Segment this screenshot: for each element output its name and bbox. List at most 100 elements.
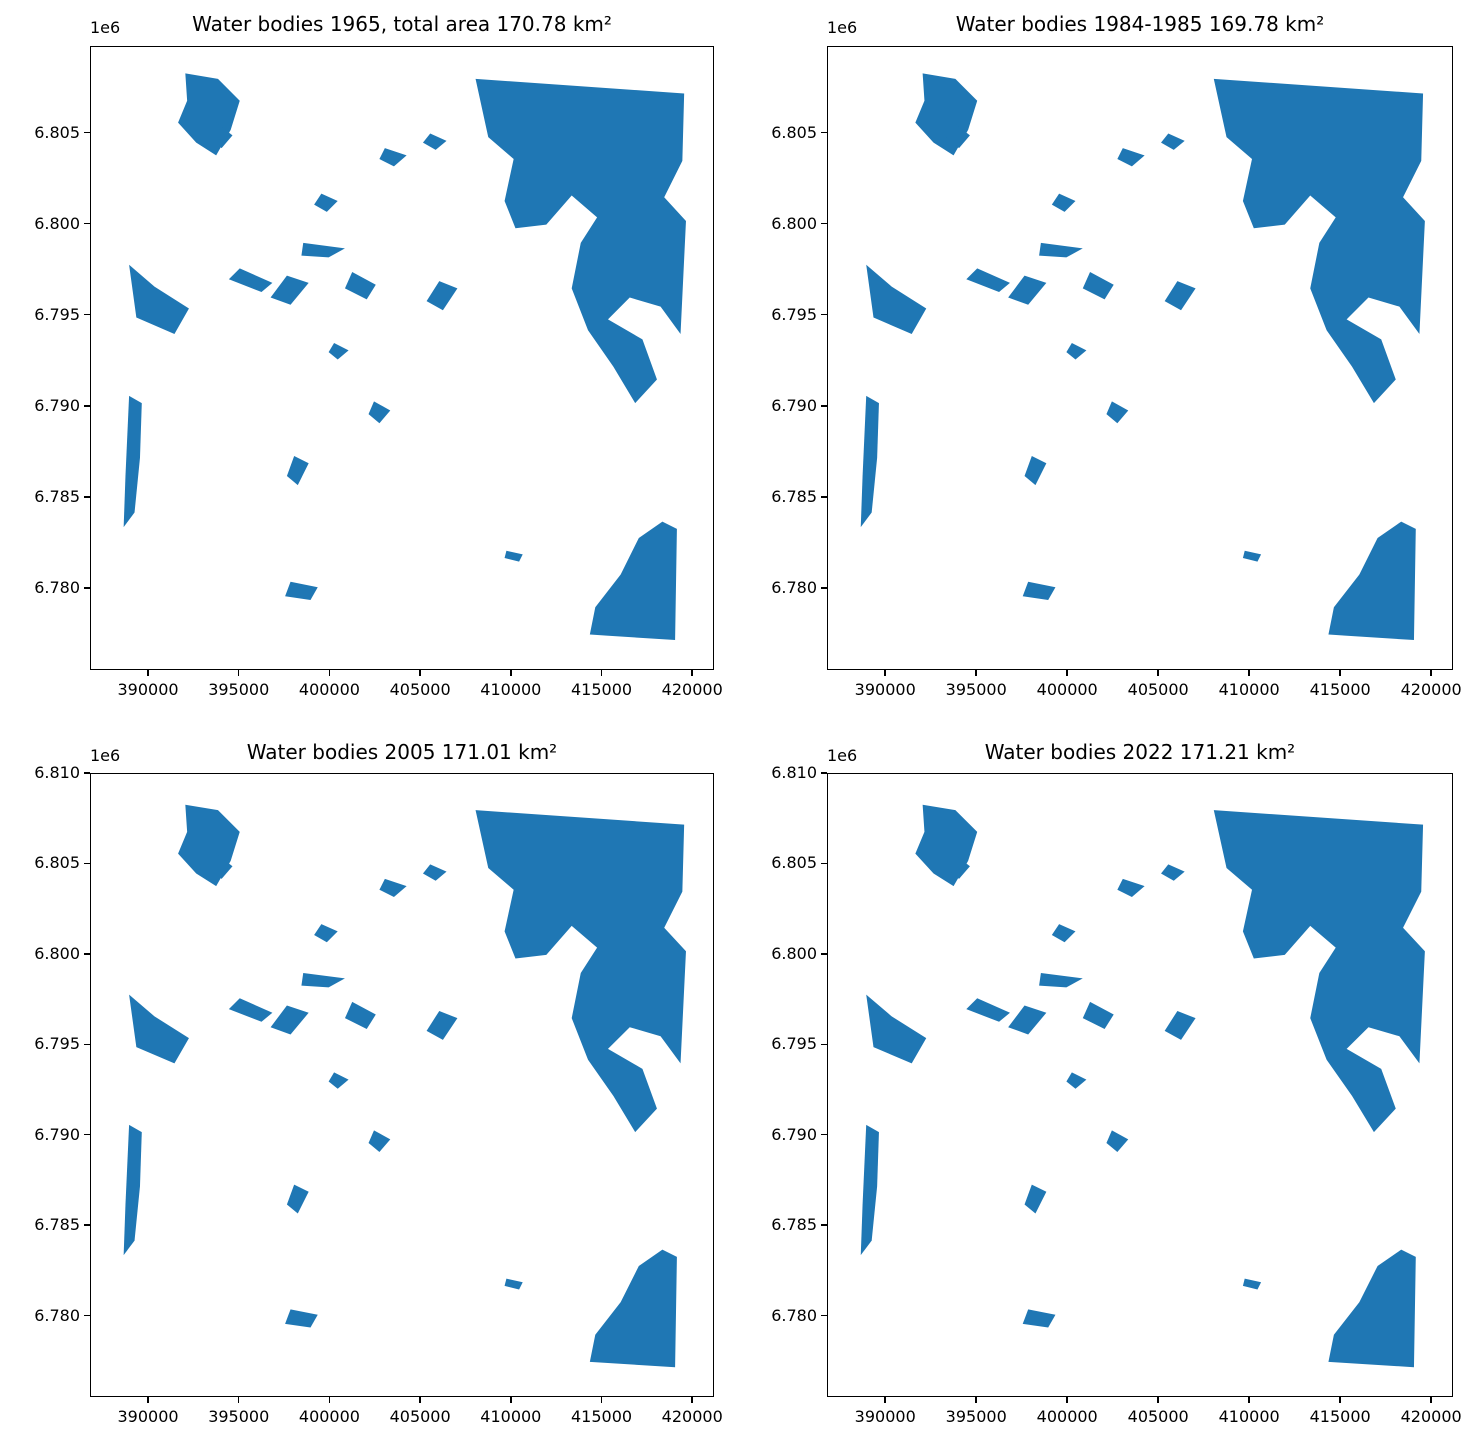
- x-tick-label: 415000: [1309, 680, 1371, 699]
- x-tick-label: 395000: [945, 1407, 1007, 1426]
- x-tick-label: 410000: [1218, 1407, 1280, 1426]
- y-tick-label: 6.810: [771, 763, 817, 782]
- water-body-18: [946, 853, 970, 879]
- y-tick-mark: [821, 1314, 827, 1317]
- plot-area: [827, 773, 1453, 1397]
- water-body-9: [426, 281, 458, 311]
- x-tick-mark: [691, 670, 693, 676]
- water-body-5: [285, 581, 318, 600]
- x-tick-label: 405000: [389, 680, 451, 699]
- x-tick-label: 390000: [117, 1407, 179, 1426]
- panel-title: Water bodies 2005 171.01 km²: [246, 740, 558, 764]
- x-tick-mark: [1157, 670, 1159, 676]
- x-tick-mark: [975, 1397, 977, 1403]
- water-body-6: [344, 1001, 376, 1030]
- y-tick-mark: [84, 772, 90, 774]
- water-body-7: [270, 1005, 309, 1035]
- y-tick-label: 6.780: [771, 1305, 817, 1325]
- x-tick-label: 395000: [208, 1407, 270, 1426]
- x-tick-label: 410000: [1218, 680, 1280, 699]
- y-tick-label: 6.785: [771, 486, 817, 506]
- y-tick-label: 6.780: [771, 578, 817, 597]
- water-body-7: [1008, 275, 1047, 305]
- x-tick-mark: [419, 1397, 421, 1403]
- x-tick-label: 410000: [480, 680, 542, 699]
- water-body-1: [589, 521, 677, 641]
- x-tick-mark: [419, 670, 421, 676]
- water-body-5: [1022, 581, 1056, 600]
- y-tick-label: 6.790: [34, 395, 80, 415]
- water-body-16: [1024, 1184, 1047, 1214]
- y-tick-mark: [84, 1043, 90, 1046]
- water-body-7: [270, 275, 309, 305]
- water-body-14: [504, 550, 523, 562]
- y-tick-mark: [84, 587, 90, 589]
- y-tick-mark: [84, 1133, 90, 1136]
- water-body-3: [860, 1124, 879, 1256]
- water-body-11: [966, 268, 1010, 293]
- water-body-10: [314, 193, 338, 212]
- x-tick-label: 390000: [854, 1407, 916, 1426]
- y-tick-label: 6.795: [771, 1034, 817, 1054]
- x-tick-label: 400000: [1036, 680, 1098, 699]
- plot-area: [90, 773, 714, 1397]
- x-tick-label: 405000: [389, 1407, 451, 1426]
- x-tick-mark: [1248, 670, 1250, 676]
- x-tick-label: 405000: [1127, 1407, 1189, 1426]
- water-bodies-map: [123, 804, 686, 1368]
- panel-title: Water bodies 2022 171.21 km²: [984, 740, 1296, 764]
- x-tick-label: 420000: [661, 1407, 723, 1426]
- y-tick-label: 6.785: [771, 1215, 817, 1235]
- water-body-11: [966, 998, 1010, 1022]
- y-tick-mark: [821, 313, 827, 316]
- y-tick-label: 6.780: [34, 578, 80, 597]
- water-body-8: [1039, 972, 1083, 988]
- x-tick-label: 390000: [117, 680, 179, 699]
- water-body-12: [379, 148, 407, 167]
- y-tick-mark: [84, 862, 90, 865]
- water-body-17: [1106, 1130, 1129, 1153]
- x-tick-mark: [691, 1397, 693, 1403]
- water-body-9: [1164, 281, 1196, 311]
- water-body-14: [504, 1278, 523, 1290]
- water-body-4: [129, 264, 189, 334]
- water-body-3: [123, 395, 142, 528]
- water-bodies-map: [860, 73, 1425, 641]
- y-tick-mark: [84, 313, 90, 316]
- water-body-15: [1066, 1072, 1087, 1089]
- water-body-13: [1161, 133, 1185, 150]
- x-tick-mark: [1248, 1397, 1250, 1403]
- water-body-1: [589, 1249, 677, 1368]
- water-body-13: [422, 864, 447, 881]
- y-tick-label: 6.800: [771, 943, 817, 963]
- y-offset-label: 1e6: [827, 746, 858, 765]
- x-tick-label: 420000: [661, 680, 723, 699]
- water-body-10: [1051, 924, 1076, 943]
- plot-area: [90, 46, 714, 670]
- water-bodies-map: [123, 73, 686, 641]
- water-body-5: [285, 1309, 318, 1328]
- x-tick-mark: [328, 1397, 331, 1403]
- y-tick-mark: [84, 131, 90, 134]
- water-body-4: [129, 994, 189, 1064]
- x-tick-mark: [147, 670, 149, 676]
- y-tick-mark: [821, 496, 827, 498]
- x-tick-label: 400000: [298, 1407, 360, 1426]
- y-tick-label: 6.810: [34, 763, 80, 782]
- water-body-16: [1024, 456, 1047, 486]
- y-tick-mark: [821, 1224, 827, 1226]
- water-body-11: [228, 998, 273, 1022]
- y-tick-label: 6.785: [34, 486, 80, 506]
- water-body-11: [228, 268, 273, 293]
- x-tick-mark: [328, 670, 331, 676]
- x-tick-label: 420000: [1400, 680, 1462, 699]
- water-bodies-map: [860, 804, 1425, 1368]
- y-tick-label: 6.800: [771, 213, 817, 233]
- water-body-0: [1213, 78, 1425, 404]
- water-body-14: [1242, 1278, 1262, 1290]
- y-tick-mark: [84, 953, 90, 955]
- y-tick-label: 6.785: [34, 1215, 80, 1235]
- water-body-6: [344, 272, 376, 300]
